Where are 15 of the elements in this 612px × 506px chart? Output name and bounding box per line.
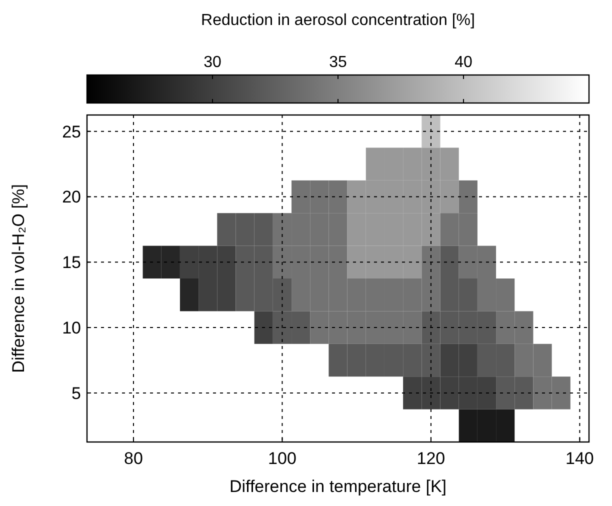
y-tick-label: 20	[62, 188, 81, 207]
y-tick-label: 25	[62, 122, 81, 142]
y-axis-title: Difference in vol-H₂O [%]	[9, 184, 28, 373]
y-tick-label: 15	[62, 253, 81, 272]
x-tick-label: 140	[566, 449, 594, 468]
y-tick-label: 5	[72, 384, 81, 403]
x-tick-label: 120	[416, 449, 446, 468]
y-tick-label: 10	[62, 318, 81, 338]
color-bar-label: 35	[329, 54, 347, 71]
color-bar-title: Reduction in aerosol concentration [%]	[201, 12, 475, 29]
x-axis-title: Difference in temperature [K]	[229, 477, 447, 496]
color-bar-label: 30	[204, 54, 222, 71]
color-bar-label: 40	[454, 54, 472, 71]
x-tick-label: 80	[124, 449, 143, 468]
x-tick-label: 100	[268, 449, 296, 468]
